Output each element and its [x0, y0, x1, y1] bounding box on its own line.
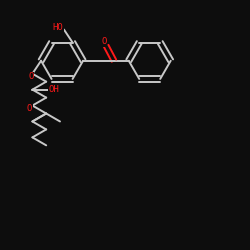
- Text: O: O: [102, 37, 107, 46]
- Text: O: O: [28, 72, 34, 81]
- Text: O: O: [27, 104, 32, 112]
- Text: HO: HO: [52, 22, 63, 32]
- Text: OH: OH: [49, 85, 60, 94]
